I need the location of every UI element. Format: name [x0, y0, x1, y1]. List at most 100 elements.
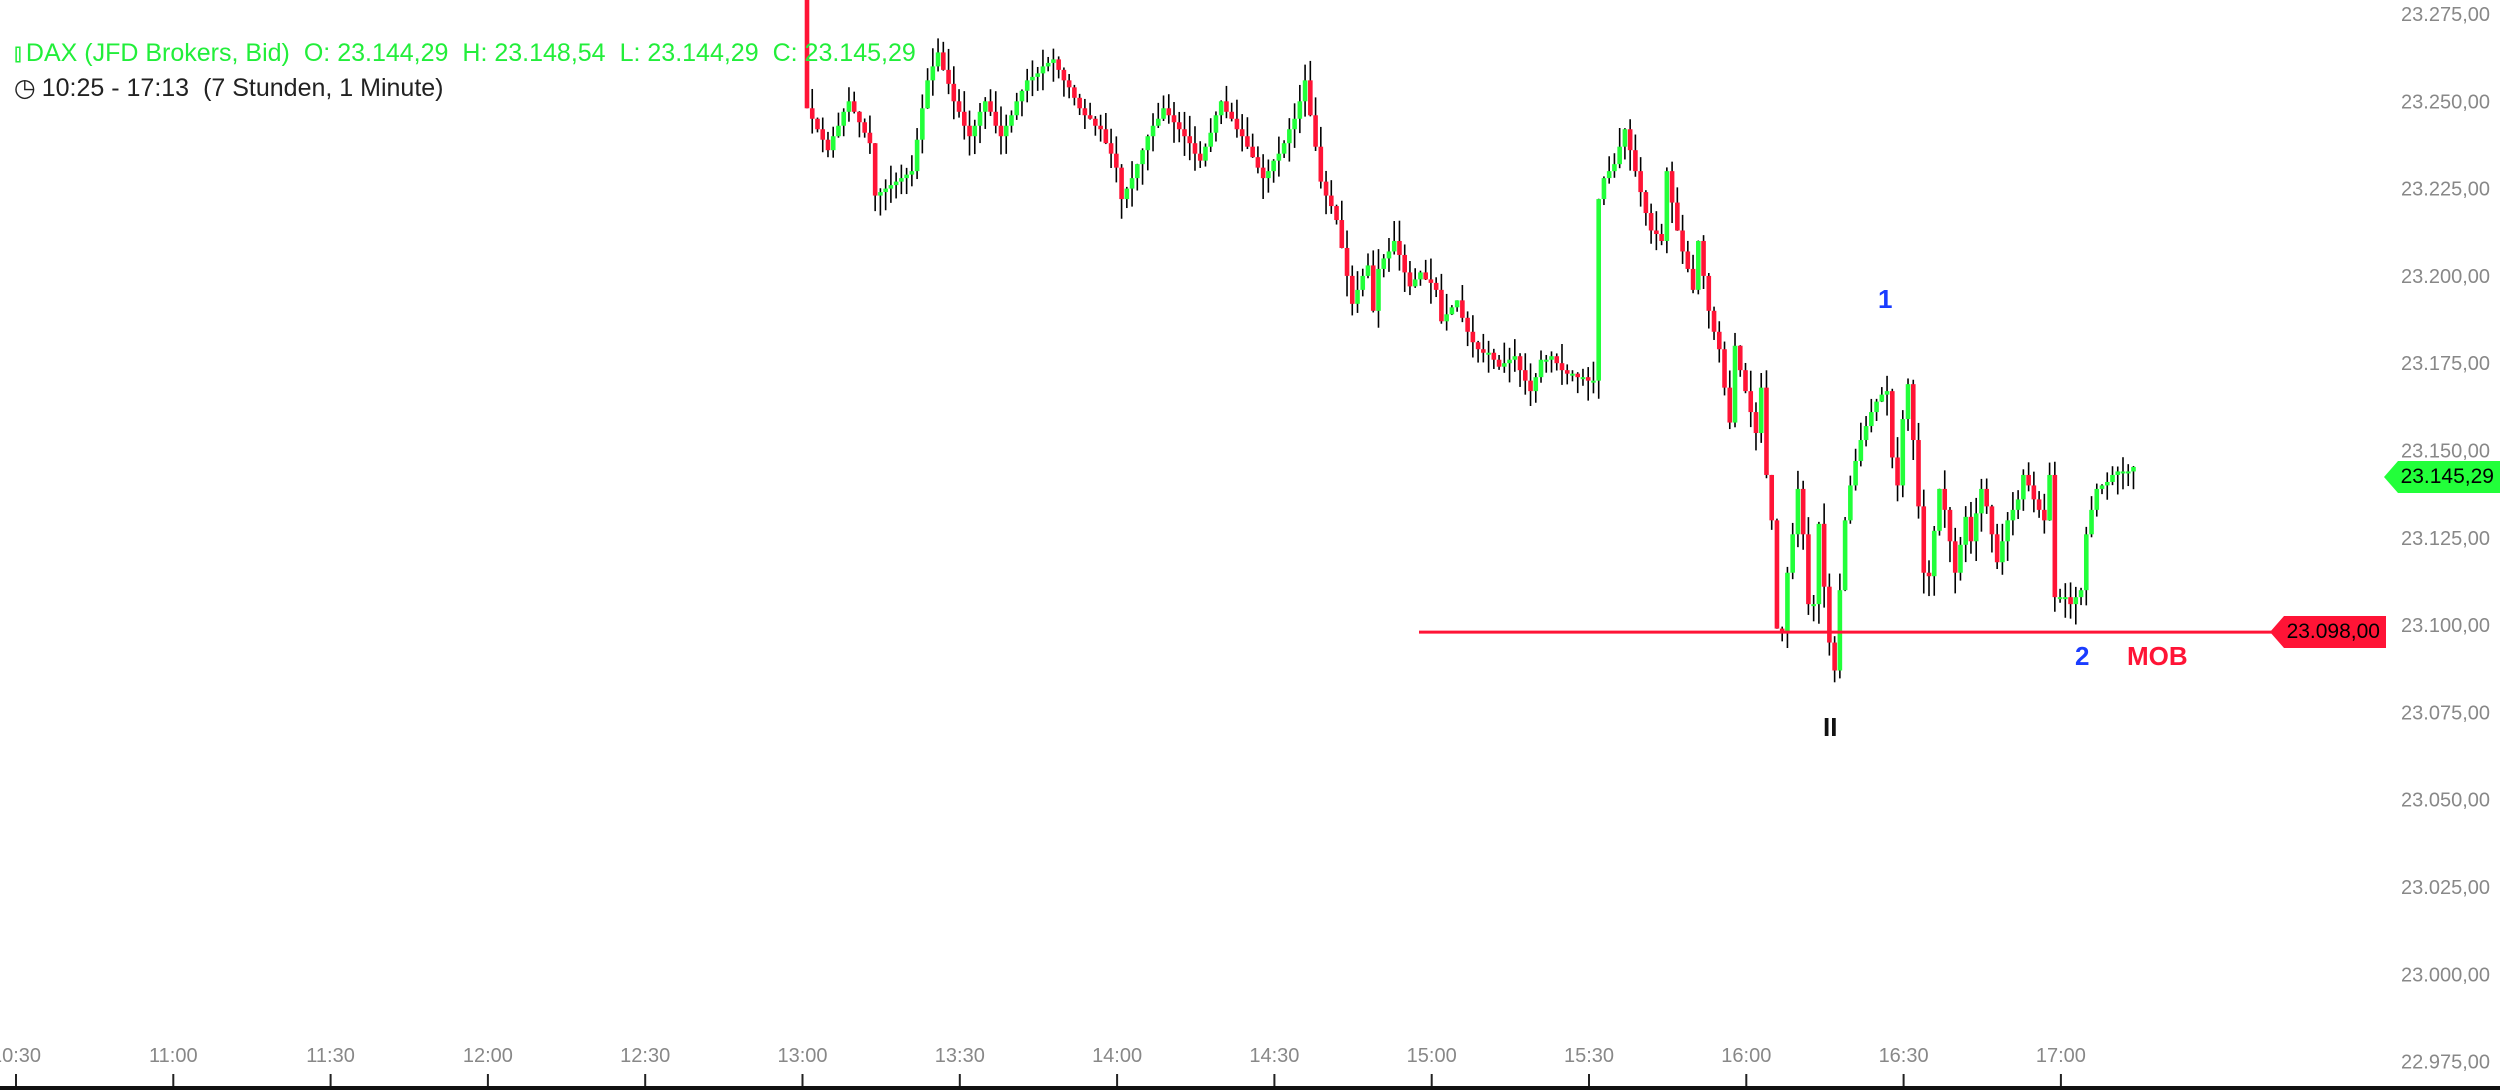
candle-body — [1827, 586, 1832, 643]
candle-body — [1680, 230, 1685, 252]
candle-body — [1376, 268, 1381, 311]
candle-body — [1308, 80, 1313, 116]
candle — [1061, 67, 1067, 97]
candle-body — [1213, 115, 1219, 133]
candle-body — [2083, 534, 2089, 591]
candles-layer — [804, 0, 2136, 683]
time-tick-label: 17:00 — [2036, 1045, 2086, 1067]
price-axis[interactable]: 23.275,00 23.250,00 23.225,00 23.200,00 23.1… — [2401, 4, 2490, 1074]
candle — [1176, 111, 1182, 143]
candle — [1732, 332, 1738, 428]
candle-body — [1030, 76, 1035, 81]
candle-body — [1979, 488, 1984, 514]
candle-body — [1239, 129, 1245, 137]
candle — [1045, 56, 1051, 72]
candle — [2026, 462, 2031, 492]
candle-body — [1024, 80, 1030, 91]
candle — [1397, 220, 1402, 271]
candle — [2057, 588, 2063, 603]
candle — [2021, 469, 2026, 511]
candle-body — [1669, 171, 1675, 203]
candle-body — [1155, 118, 1161, 126]
candle-body — [1475, 342, 1481, 350]
candle — [1418, 270, 1423, 286]
candle — [1271, 159, 1276, 183]
candle-body — [951, 83, 957, 102]
candle-body — [1973, 513, 1979, 542]
candle — [2131, 466, 2136, 490]
candle-body — [1769, 474, 1775, 521]
candle — [1208, 118, 1214, 153]
candle — [1570, 370, 1575, 382]
candle-body — [1051, 59, 1056, 63]
candle — [1549, 351, 1554, 373]
candle-body — [1942, 488, 1948, 510]
candle — [2047, 462, 2052, 521]
candle — [1024, 68, 1030, 103]
candle-body — [1339, 220, 1345, 248]
candle-body — [1014, 101, 1020, 116]
candle-body — [1879, 394, 1885, 402]
candle — [1297, 84, 1303, 134]
candle — [1554, 353, 1560, 371]
candle — [841, 108, 847, 137]
candle — [857, 111, 862, 138]
candle-body — [857, 111, 862, 123]
candle-body — [2000, 541, 2005, 563]
candle — [1921, 489, 1927, 594]
time-axis[interactable]: 10:30 11:00 11:30 12:00 12:30 13:00 13:30 14:00… — [0, 1045, 2086, 1086]
candle — [1135, 163, 1140, 191]
candle-body — [1606, 171, 1612, 179]
candle-body — [2094, 488, 2100, 510]
candle — [935, 38, 941, 72]
candle-body — [2047, 474, 2052, 521]
candle-body — [1486, 352, 1491, 355]
candle — [1696, 240, 1701, 295]
candle-body — [1412, 279, 1418, 287]
candle — [920, 94, 925, 154]
candle-body — [1549, 356, 1554, 360]
candle — [909, 155, 915, 187]
high-value: H: 23.148,54 — [462, 39, 606, 67]
candle-body — [2015, 499, 2021, 510]
candle — [1774, 518, 1780, 629]
candle — [1858, 422, 1864, 467]
candle-body — [1449, 307, 1455, 315]
candle-body — [1858, 440, 1864, 461]
candle-body — [809, 108, 815, 119]
candle-body — [1318, 146, 1324, 182]
candle — [1051, 48, 1056, 82]
candle — [1612, 153, 1617, 178]
time-tick-label: 14:00 — [1092, 1045, 1142, 1067]
candle-body — [930, 66, 936, 81]
annotation-1: 1 — [1878, 284, 1893, 314]
candle — [1669, 161, 1675, 224]
candle — [2031, 471, 2037, 513]
price-tick-label: 23.100,00 — [2401, 615, 2490, 637]
candle — [1103, 112, 1109, 145]
time-tick-label: 13:00 — [777, 1045, 827, 1067]
candle — [2120, 457, 2126, 490]
time-tick-label: 14:30 — [1249, 1045, 1299, 1067]
candle — [1035, 66, 1040, 91]
candle — [1811, 595, 1816, 622]
candle-body — [1654, 230, 1659, 234]
annotation-ii: II — [1823, 712, 1838, 742]
candle-body — [2099, 485, 2105, 489]
candle-body — [1701, 240, 1706, 276]
candle-body — [1869, 412, 1874, 427]
candle — [1260, 154, 1266, 199]
candle — [1591, 361, 1596, 394]
candle — [1481, 333, 1486, 363]
candle — [1827, 573, 1832, 656]
candle-body — [1837, 590, 1843, 671]
candle — [1890, 388, 1895, 469]
candle-body — [1302, 80, 1308, 102]
candle-body — [1895, 457, 1900, 486]
candle — [1564, 364, 1570, 385]
candle-body — [1019, 90, 1025, 102]
candle — [1360, 268, 1366, 297]
candle-body — [2042, 509, 2047, 521]
candle — [1869, 398, 1874, 433]
